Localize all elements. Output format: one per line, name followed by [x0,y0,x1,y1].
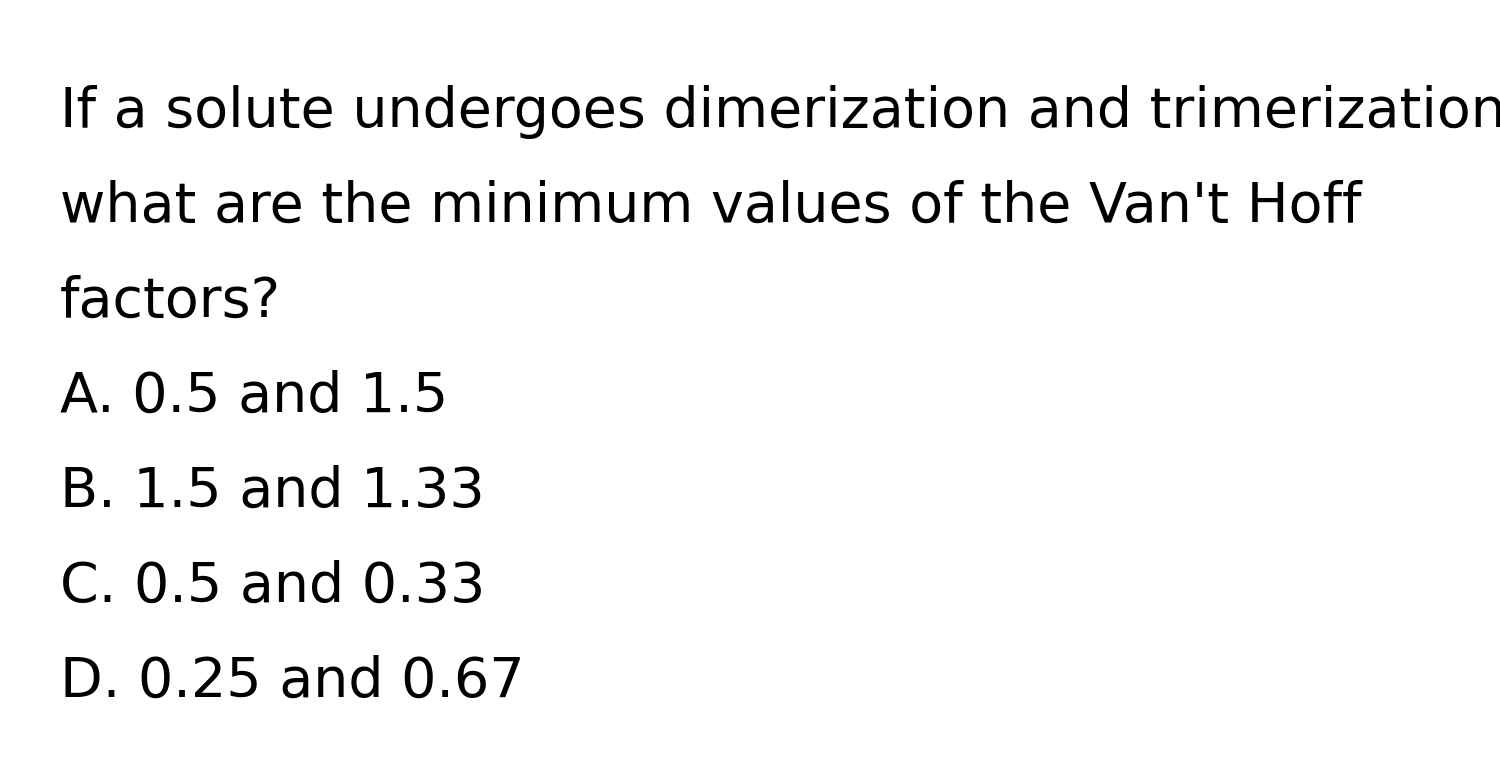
Text: A. 0.5 and 1.5: A. 0.5 and 1.5 [60,370,448,424]
Text: factors?: factors? [60,275,280,329]
Text: C. 0.5 and 0.33: C. 0.5 and 0.33 [60,560,486,614]
Text: B. 1.5 and 1.33: B. 1.5 and 1.33 [60,465,485,519]
Text: If a solute undergoes dimerization and trimerization,: If a solute undergoes dimerization and t… [60,85,1500,139]
Text: D. 0.25 and 0.67: D. 0.25 and 0.67 [60,655,525,709]
Text: what are the minimum values of the Van't Hoff: what are the minimum values of the Van't… [60,180,1362,234]
